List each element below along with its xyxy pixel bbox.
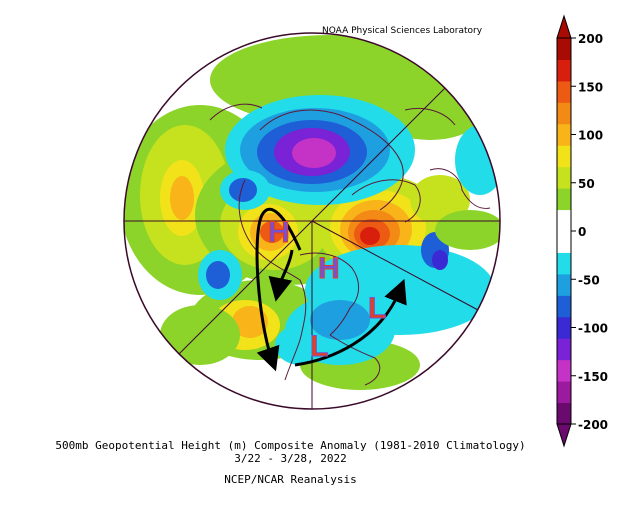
colorbar-tick-label: 100 — [578, 129, 603, 143]
colorbar-swatch — [557, 38, 571, 60]
colorbar-tick-label: -150 — [578, 370, 608, 384]
colorbar-swatch — [557, 359, 571, 382]
map-boundary — [123, 32, 501, 410]
map-title: 500mb Geopotential Height (m) Composite … — [55, 439, 526, 452]
colorbar-swatch — [557, 295, 571, 318]
colorbar-swatch — [557, 102, 571, 125]
colorbar-swatch — [557, 402, 571, 425]
low-label: L — [310, 330, 328, 363]
colorbar-swatch — [557, 316, 571, 339]
colorbar-swatch — [557, 273, 571, 296]
graticule — [124, 87, 500, 409]
coastlines — [209, 103, 491, 386]
colorbar-swatch — [557, 209, 571, 232]
flow-arrows — [255, 207, 407, 372]
high-label: H — [318, 252, 340, 285]
colorbar-tick-label: 200 — [578, 32, 603, 46]
colorbar-swatch — [557, 188, 571, 211]
high-label: H — [268, 216, 290, 249]
colorbar-swatch — [557, 123, 571, 146]
map-date: 3/22 - 3/28, 2022 — [234, 452, 347, 465]
colorbar-tick-label: -200 — [578, 418, 608, 432]
colorbar-tick-label: 150 — [578, 80, 603, 94]
credit-text: NOAA Physical Sciences Laboratory — [322, 26, 483, 36]
colorbar: 200 150 100 50 0 -50 -100 -150 -200 — [556, 14, 608, 448]
colorbar-swatch — [557, 80, 571, 103]
colorbar-swatch — [557, 252, 571, 275]
map-source: NCEP/NCAR Reanalysis — [224, 473, 357, 486]
colorbar-swatch — [557, 59, 571, 82]
colorbar-swatch — [557, 231, 571, 253]
colorbar-cap-top — [556, 14, 572, 39]
pressure-centers: H H L L — [268, 216, 387, 364]
low-label: L — [368, 292, 386, 325]
colorbar-tick-label: -100 — [578, 322, 608, 336]
colorbar-swatch — [557, 338, 571, 361]
colorbar-tick-label: -50 — [578, 273, 600, 287]
colorbar-tick-label: 50 — [578, 177, 595, 191]
colorbar-tick-label: 0 — [578, 225, 586, 239]
colorbar-swatch — [557, 166, 571, 189]
colorbar-swatch — [557, 145, 571, 168]
colorbar-swatch — [557, 381, 571, 404]
